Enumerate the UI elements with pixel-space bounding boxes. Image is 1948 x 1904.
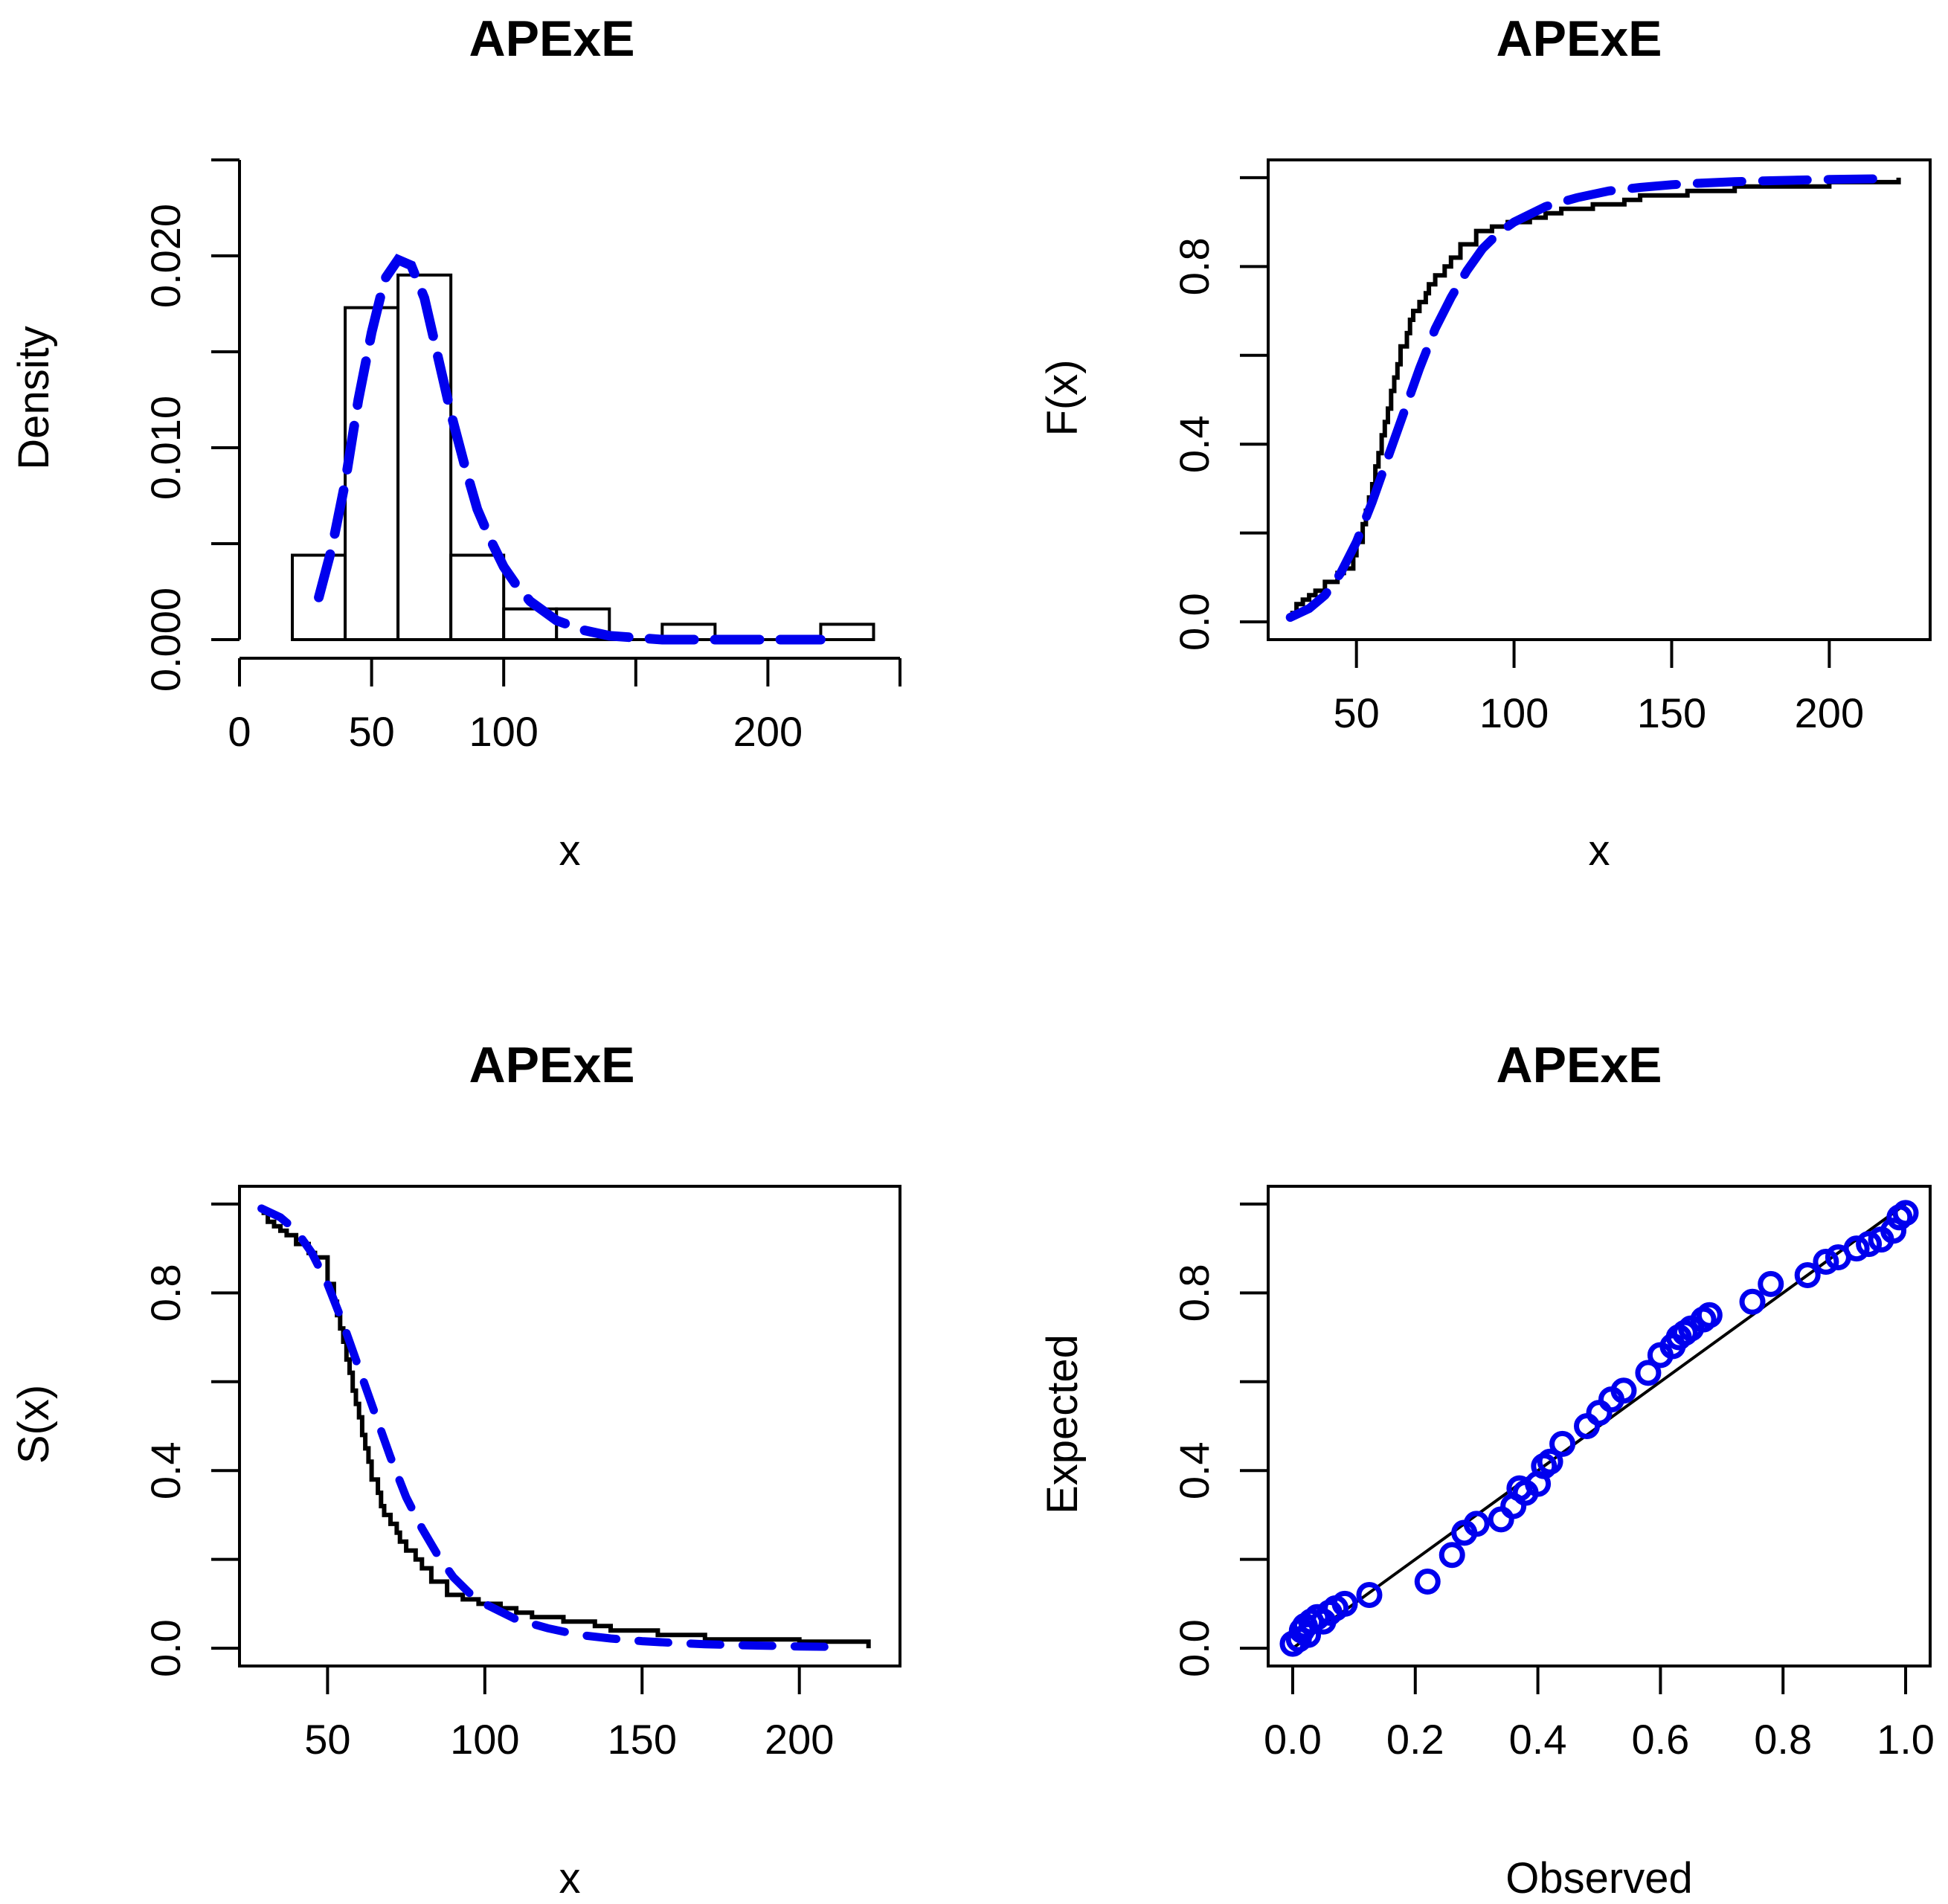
density-panel: APExE x Density 0 50 100 200 0.000 0.010 0.020	[10, 10, 901, 875]
pp-x-label: Observed	[1505, 1854, 1692, 1903]
pp-point	[1739, 1288, 1766, 1315]
pp-point	[1537, 1448, 1563, 1475]
pp-point	[1892, 1200, 1919, 1226]
cdf-axes: 50 100 150 200 0.0 0.4 0.8	[1171, 158, 1932, 736]
survival-plot-box	[238, 1185, 901, 1667]
density-y-label: Density	[10, 326, 58, 469]
density-x-label: x	[559, 826, 581, 875]
survival-y-tick-label: 0.0	[142, 1619, 189, 1677]
pp-x-tick-label: 0.8	[1754, 1716, 1812, 1763]
survival-y-tick-label: 0.8	[142, 1264, 189, 1322]
pp-y-label: Expected	[1038, 1334, 1087, 1514]
cdf-plot-box	[1267, 158, 1932, 641]
pp-point	[1331, 1590, 1358, 1617]
survival-x-tick-label: 100	[450, 1716, 519, 1763]
cdf-x-tick-label: 200	[1795, 689, 1864, 736]
survival-y-tick-label: 0.4	[142, 1441, 189, 1499]
density-fit-curve	[314, 254, 826, 645]
density-x-tick-label: 100	[469, 708, 538, 755]
density-title: APExE	[469, 10, 635, 67]
histogram-bars	[291, 273, 875, 641]
pp-point	[1414, 1569, 1441, 1595]
pp-point	[1758, 1270, 1784, 1297]
cdf-x-label: x	[1589, 826, 1610, 875]
pp-x-tick-label: 1.0	[1877, 1716, 1935, 1763]
cdf-y-tick-label: 0.8	[1171, 237, 1218, 295]
pp-point	[1463, 1511, 1490, 1537]
pp-points	[1279, 1200, 1919, 1657]
empirical-survival-steps	[261, 1210, 871, 1649]
empirical-cdf-steps	[1290, 177, 1901, 616]
empirical-cdf-line	[1290, 177, 1901, 616]
survival-panel: APExE x S(x) 50 100 150 200 0.0 0.4 0.8	[10, 1037, 901, 1903]
cdf-title: APExE	[1497, 10, 1662, 67]
pp-x-tick-label: 0.4	[1509, 1716, 1567, 1763]
cdf-fit-line	[1285, 174, 1897, 623]
density-x-tick-label: 50	[348, 708, 394, 755]
density-y-tick-label: 0.000	[142, 588, 189, 692]
density-axes: 0 50 100 200 0.000 0.010 0.020	[142, 158, 901, 755]
pp-point	[1610, 1377, 1637, 1404]
empirical-survival-line	[261, 1210, 871, 1649]
survival-title: APExE	[469, 1037, 635, 1093]
cdf-x-tick-label: 100	[1479, 689, 1549, 736]
density-x-tick-label: 0	[228, 708, 251, 755]
density-y-tick-label: 0.010	[142, 396, 189, 500]
cdf-y-tick-label: 0.4	[1171, 415, 1218, 473]
pp-point	[1549, 1430, 1576, 1457]
pp-point	[1356, 1581, 1383, 1608]
pp-point	[1794, 1261, 1821, 1288]
cdf-y-tick-label: 0.0	[1171, 593, 1218, 651]
pp-y-tick-label: 0.0	[1171, 1619, 1218, 1677]
density-y-tick-label: 0.020	[142, 204, 189, 308]
pp-axes: 0.0 0.2 0.4 0.6 0.8 1.0 0.0 0.4 0.8	[1171, 1185, 1935, 1763]
survival-x-tick-label: 200	[765, 1716, 834, 1763]
pp-x-tick-label: 0.6	[1631, 1716, 1689, 1763]
pp-point	[1439, 1542, 1465, 1569]
cdf-y-label: F(x)	[1038, 359, 1087, 436]
histogram-bar	[344, 306, 400, 641]
pp-point	[1813, 1249, 1839, 1276]
pp-title: APExE	[1497, 1037, 1662, 1093]
cdf-fit-curve	[1285, 174, 1897, 623]
survival-fit-curve	[257, 1204, 835, 1651]
survival-x-tick-label: 150	[608, 1716, 677, 1763]
pp-point	[1856, 1231, 1883, 1258]
survival-x-tick-label: 50	[304, 1716, 350, 1763]
pp-point	[1696, 1302, 1723, 1328]
cdf-panel: APExE x F(x) 50 100 150 200 0.0 0.4 0.8	[1038, 10, 1932, 875]
pp-y-tick-label: 0.4	[1171, 1441, 1218, 1499]
pp-point	[1880, 1218, 1907, 1244]
pp-point	[1635, 1360, 1662, 1386]
pp-x-tick-label: 0.2	[1386, 1716, 1444, 1763]
pp-x-tick-label: 0.0	[1264, 1716, 1322, 1763]
pp-y-tick-label: 0.8	[1171, 1264, 1218, 1322]
histogram-bar	[819, 623, 875, 641]
pp-panel: APExE Observed Expected 0.0 0.2 0.4 0.6 0.8 1…	[1038, 1037, 1935, 1903]
density-x-tick-label: 200	[733, 708, 803, 755]
survival-axes: 50 100 150 200 0.0 0.4 0.8	[142, 1185, 901, 1763]
survival-fit-line	[257, 1204, 835, 1651]
survival-y-label: S(x)	[10, 1385, 58, 1464]
pp-point	[1843, 1235, 1870, 1262]
pp-plot-box	[1267, 1185, 1932, 1667]
cdf-x-tick-label: 50	[1334, 689, 1380, 736]
density-fit-line	[314, 254, 826, 645]
cdf-x-tick-label: 150	[1637, 689, 1706, 736]
survival-x-label: x	[559, 1854, 581, 1903]
histogram-bar	[396, 273, 453, 641]
histogram-bar	[449, 553, 506, 641]
